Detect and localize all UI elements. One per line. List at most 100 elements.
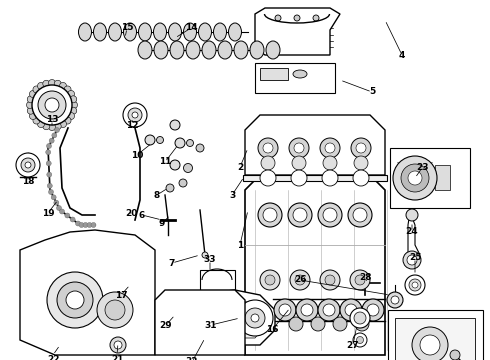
Ellipse shape [108, 23, 122, 41]
Circle shape [66, 291, 84, 309]
Bar [388, 310, 483, 360]
Circle shape [263, 143, 273, 153]
Circle shape [406, 209, 418, 221]
Circle shape [57, 282, 93, 318]
Text: 14: 14 [185, 23, 197, 32]
Circle shape [258, 203, 282, 227]
Circle shape [323, 156, 337, 170]
Circle shape [362, 299, 384, 321]
Ellipse shape [214, 23, 226, 41]
Circle shape [292, 156, 306, 170]
Circle shape [387, 292, 403, 308]
Circle shape [51, 195, 56, 200]
Polygon shape [245, 115, 385, 175]
Circle shape [70, 107, 77, 114]
Ellipse shape [186, 41, 200, 59]
Circle shape [59, 209, 65, 214]
Circle shape [175, 138, 185, 148]
Text: 9: 9 [159, 220, 165, 229]
Circle shape [128, 108, 142, 122]
Circle shape [356, 143, 366, 153]
Circle shape [450, 350, 460, 360]
Circle shape [123, 103, 147, 127]
Circle shape [420, 335, 440, 355]
Circle shape [46, 161, 51, 166]
Circle shape [65, 213, 70, 218]
Circle shape [33, 117, 40, 124]
Circle shape [367, 304, 379, 316]
Ellipse shape [170, 41, 184, 59]
Polygon shape [245, 175, 385, 355]
Circle shape [64, 117, 71, 124]
Ellipse shape [234, 41, 248, 59]
Circle shape [114, 341, 122, 349]
Circle shape [49, 138, 54, 143]
Circle shape [311, 317, 325, 331]
Circle shape [59, 121, 67, 127]
Polygon shape [155, 290, 245, 355]
Text: 16: 16 [266, 325, 278, 334]
Circle shape [71, 102, 77, 108]
Circle shape [56, 206, 62, 211]
Circle shape [293, 208, 307, 222]
Circle shape [351, 138, 371, 158]
Circle shape [110, 337, 126, 353]
Text: 2: 2 [237, 162, 243, 171]
Polygon shape [205, 300, 265, 338]
Circle shape [68, 112, 74, 120]
Circle shape [296, 299, 318, 321]
Circle shape [16, 153, 40, 177]
Circle shape [354, 312, 366, 324]
Text: 27: 27 [347, 341, 359, 350]
Circle shape [47, 272, 103, 328]
Polygon shape [20, 230, 155, 355]
Circle shape [291, 170, 307, 186]
Circle shape [275, 15, 281, 21]
Circle shape [350, 270, 370, 290]
Circle shape [54, 80, 61, 87]
Ellipse shape [153, 23, 167, 41]
Ellipse shape [228, 23, 242, 41]
Circle shape [75, 221, 80, 226]
Ellipse shape [94, 23, 106, 41]
Circle shape [353, 333, 367, 347]
Text: 25: 25 [409, 253, 421, 262]
Circle shape [49, 123, 55, 130]
Circle shape [318, 203, 342, 227]
Ellipse shape [154, 41, 168, 59]
Circle shape [59, 82, 67, 89]
Circle shape [70, 96, 77, 103]
Circle shape [279, 304, 291, 316]
Circle shape [393, 156, 437, 200]
Circle shape [170, 120, 180, 130]
Text: 31: 31 [205, 320, 217, 329]
Circle shape [70, 217, 75, 222]
Ellipse shape [139, 23, 151, 41]
Circle shape [401, 164, 429, 192]
Circle shape [265, 275, 275, 285]
Circle shape [260, 270, 280, 290]
Circle shape [45, 98, 59, 112]
Circle shape [325, 275, 335, 285]
Text: 22: 22 [47, 356, 59, 360]
Circle shape [345, 304, 357, 316]
Circle shape [33, 86, 40, 93]
Circle shape [187, 139, 194, 147]
Text: 3: 3 [229, 190, 235, 199]
Circle shape [54, 123, 61, 130]
Circle shape [29, 90, 36, 98]
Circle shape [83, 222, 88, 228]
Circle shape [340, 299, 362, 321]
Circle shape [355, 275, 365, 285]
Circle shape [49, 80, 55, 86]
Text: 8: 8 [154, 190, 160, 199]
Circle shape [412, 282, 418, 288]
Circle shape [237, 300, 273, 336]
Circle shape [43, 123, 50, 130]
Polygon shape [408, 212, 420, 265]
Circle shape [156, 136, 164, 144]
Circle shape [274, 299, 296, 321]
Circle shape [313, 15, 319, 21]
Circle shape [325, 143, 335, 153]
Circle shape [245, 308, 265, 328]
